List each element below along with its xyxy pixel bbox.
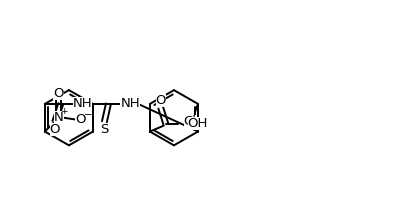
Text: O: O [50, 123, 60, 136]
Text: −: − [84, 110, 93, 120]
Text: S: S [100, 123, 109, 136]
Text: NH: NH [73, 97, 92, 110]
Text: N: N [54, 111, 64, 124]
Text: O: O [75, 113, 86, 126]
Text: Cl: Cl [184, 115, 197, 128]
Text: O: O [54, 87, 64, 100]
Text: +: + [60, 107, 67, 116]
Text: OH: OH [188, 117, 208, 130]
Text: O: O [156, 94, 166, 108]
Text: NH: NH [120, 97, 140, 110]
